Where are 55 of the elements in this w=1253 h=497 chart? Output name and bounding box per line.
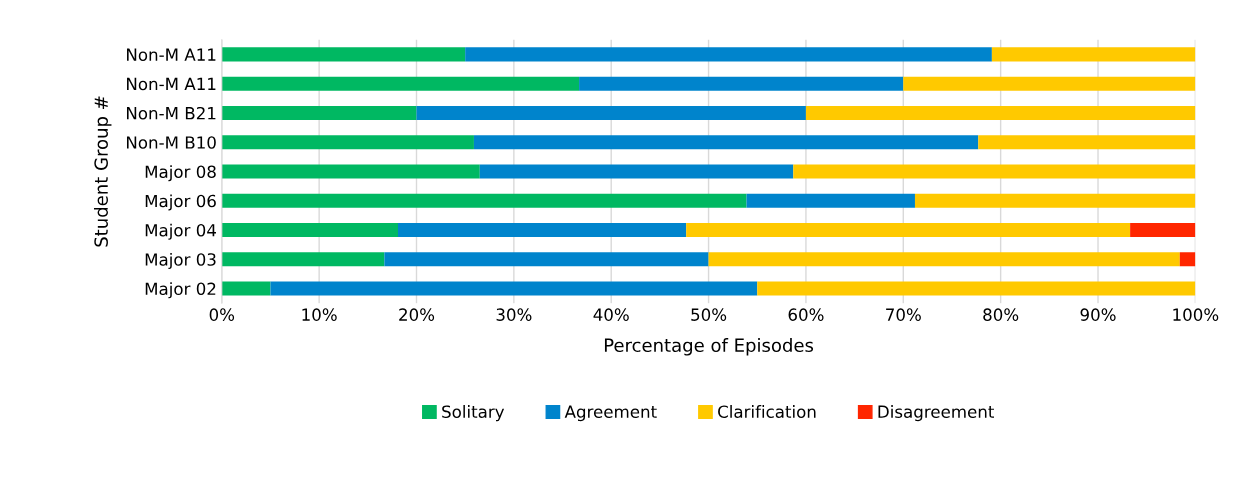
bar: [221, 281, 271, 296]
bar: [221, 105, 417, 120]
bar: [398, 222, 687, 238]
bar: [805, 105, 1196, 120]
x-tick-label: 30%: [496, 308, 532, 321]
x-tick-label: 80%: [983, 308, 1019, 321]
bar: [757, 281, 1196, 296]
y-axis-title: Student Group #: [93, 96, 112, 247]
bar: [221, 222, 398, 238]
legend-label: Disagreement: [878, 405, 994, 422]
y-tick-label: Major 02: [145, 282, 216, 299]
y-tick-label: Non-M A11: [127, 77, 216, 91]
bar: [221, 47, 466, 62]
y-tick-label: Non-M B10: [126, 136, 216, 149]
x-tick-label: 40%: [593, 308, 629, 321]
bar: [1179, 252, 1196, 267]
y-tick-label: Major 04: [145, 223, 216, 240]
bar: [465, 47, 992, 62]
bar: [708, 252, 1180, 267]
y-tick-label: Non-M B21: [126, 106, 216, 120]
x-tick-label: 10%: [302, 308, 337, 321]
bar: [221, 76, 580, 91]
x-tick-label: 70%: [886, 308, 921, 321]
bar: [221, 193, 747, 208]
bar: [978, 135, 1196, 150]
bar: [746, 193, 915, 208]
bar: [221, 135, 474, 150]
legend-label: Solitary: [442, 405, 505, 422]
x-tick-label: 50%: [691, 308, 727, 321]
y-tick-label: Major 06: [145, 194, 216, 211]
x-tick-label: 90%: [1080, 308, 1116, 321]
bar: [221, 252, 385, 267]
bar: [686, 222, 1131, 238]
bar: [914, 193, 1196, 208]
bar: [793, 164, 1196, 179]
bar: [270, 281, 758, 296]
bar: [479, 164, 794, 179]
y-tick-label: Non-M A11: [127, 48, 216, 61]
x-tick-label: 100%: [1173, 308, 1219, 321]
x-tick-label: 60%: [788, 308, 824, 321]
bar: [384, 252, 709, 267]
x-axis-title: Percentage of Episodes: [604, 338, 814, 356]
bar: [991, 47, 1196, 62]
bar: [473, 135, 979, 150]
bar: [579, 76, 904, 91]
legend-label: Agreement: [564, 405, 657, 422]
bar: [903, 76, 1196, 91]
bar: [221, 164, 480, 179]
bar: [1130, 222, 1196, 238]
y-tick-label: Major 08: [145, 165, 216, 182]
bar: [416, 105, 806, 120]
legend-label: Clarification: [718, 405, 816, 418]
x-tick-label: 0%: [209, 308, 235, 321]
y-tick-label: Major 03: [145, 252, 216, 270]
x-tick-label: 20%: [399, 308, 435, 321]
